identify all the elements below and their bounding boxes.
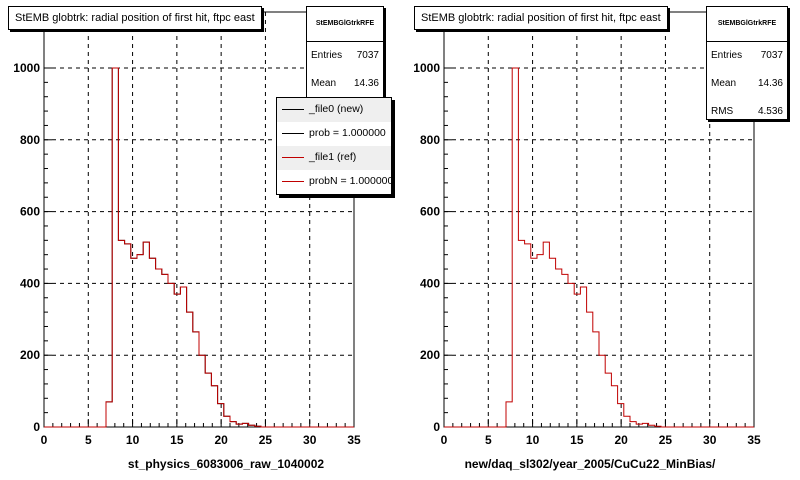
left-stats-entries-value: 7037 bbox=[356, 50, 379, 61]
legend-line-file0 bbox=[282, 109, 304, 110]
right-x-tick-label: 10 bbox=[526, 433, 540, 447]
legend-line-file1 bbox=[282, 157, 304, 158]
legend-label-file0: _file0 (new) bbox=[309, 103, 364, 115]
right-stats-mean-row: Mean 14.36 bbox=[707, 70, 787, 98]
right-stats-rms-row: RMS 4.536 bbox=[707, 98, 787, 126]
right-chart-title: StEMB globtrk: radial position of first … bbox=[414, 6, 668, 30]
right-x-tick-label: 25 bbox=[659, 433, 673, 447]
legend-line-probn bbox=[282, 181, 304, 182]
left-stats-entries-row: Entries 7037 bbox=[307, 42, 383, 70]
right-stats-rms-value: 4.536 bbox=[757, 106, 783, 117]
legend-label-file1: _file1 (ref) bbox=[309, 151, 357, 163]
left-stats-entries-label: Entries bbox=[311, 50, 343, 61]
left-series-1-histogram bbox=[44, 67, 354, 428]
legend-label-prob: prob = 1.000000 bbox=[309, 127, 386, 139]
legend-entry-probn: probN = 1.000000 bbox=[277, 170, 391, 194]
left-stats-mean-label: Mean bbox=[311, 78, 337, 89]
right-title-text: StEMB globtrk: radial position of first … bbox=[421, 12, 661, 24]
left-legend: _file0 (new) prob = 1.000000 _file1 (ref… bbox=[276, 97, 392, 195]
right-stats-entries-label: Entries bbox=[711, 50, 743, 61]
left-title-text: StEMB globtrk: radial position of first … bbox=[15, 12, 255, 24]
right-x-tick-label: 20 bbox=[614, 433, 628, 447]
left-x-tick-label: 0 bbox=[41, 433, 48, 447]
left-x-tick-label: 10 bbox=[126, 433, 140, 447]
left-x-tick-label: 35 bbox=[347, 433, 361, 447]
right-stats-rms-label: RMS bbox=[711, 106, 734, 117]
right-x-tick-label: 0 bbox=[441, 433, 448, 447]
right-stats-entries-row: Entries 7037 bbox=[707, 42, 787, 70]
right-x-tick-label: 5 bbox=[485, 433, 492, 447]
left-y-tick-label: 800 bbox=[20, 133, 40, 147]
legend-entry-file1: _file1 (ref) bbox=[277, 146, 391, 170]
right-x-tick-label: 15 bbox=[570, 433, 584, 447]
left-y-tick-label: 400 bbox=[20, 276, 40, 290]
left-stats-mean-row: Mean 14.36 bbox=[307, 70, 383, 98]
right-y-tick-label: 400 bbox=[420, 276, 440, 290]
left-x-axis-title: st_physics_6083006_raw_1040002 bbox=[127, 457, 325, 471]
right-stats-box: StEMBGlGtrkRFE Entries 7037 Mean 14.36 R… bbox=[706, 6, 788, 120]
left-stats-box: StEMBGlGtrkRFE Entries 7037 Mean 14.36 bbox=[306, 6, 384, 124]
legend-label-probn: probN = 1.000000 bbox=[309, 175, 392, 187]
right-x-axis-title: new/daq_sl302/year_2005/CuCu22_MinBias/ bbox=[464, 457, 716, 471]
left-x-tick-label: 5 bbox=[85, 433, 92, 447]
left-chart-title: StEMB globtrk: radial position of first … bbox=[8, 6, 262, 30]
legend-line-prob bbox=[282, 133, 304, 134]
right-stats-mean-label: Mean bbox=[711, 78, 737, 89]
left-x-tick-label: 30 bbox=[303, 433, 317, 447]
right-y-tick-label: 800 bbox=[420, 133, 440, 147]
left-x-tick-label: 15 bbox=[170, 433, 184, 447]
right-stats-header: StEMBGlGtrkRFE bbox=[707, 7, 787, 42]
right-y-tick-label: 0 bbox=[433, 420, 440, 434]
left-y-tick-label: 1000 bbox=[13, 61, 40, 75]
right-stats-mean-value: 14.36 bbox=[757, 78, 783, 89]
legend-entry-file0: _file0 (new) bbox=[277, 98, 391, 122]
left-y-tick-label: 600 bbox=[20, 205, 40, 219]
right-series-0-histogram bbox=[444, 67, 754, 428]
legend-entry-prob: prob = 1.000000 bbox=[277, 122, 391, 146]
right-x-tick-label: 30 bbox=[703, 433, 717, 447]
right-y-tick-label: 200 bbox=[420, 348, 440, 362]
left-x-tick-label: 25 bbox=[259, 433, 273, 447]
right-y-tick-label: 600 bbox=[420, 205, 440, 219]
left-y-tick-label: 0 bbox=[33, 420, 40, 434]
right-x-tick-label: 35 bbox=[747, 433, 761, 447]
left-stats-mean-value: 14.36 bbox=[353, 78, 379, 89]
right-stats-entries-value: 7037 bbox=[760, 50, 783, 61]
left-stats-header: StEMBGlGtrkRFE bbox=[307, 7, 383, 42]
left-x-tick-label: 20 bbox=[214, 433, 228, 447]
right-y-tick-label: 1000 bbox=[413, 61, 440, 75]
left-y-tick-label: 200 bbox=[20, 348, 40, 362]
